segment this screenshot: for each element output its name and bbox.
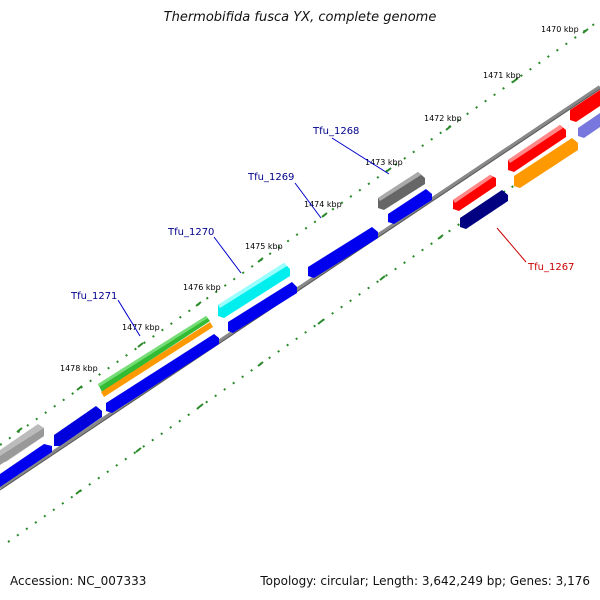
major-tick (445, 125, 452, 131)
major-tick (512, 77, 519, 83)
features-forward (0, 172, 432, 487)
gene-labels: Tfu_1267 Tfu_1268 Tfu_1269 Tfu_1270 Tfu_… (70, 126, 574, 302)
major-tick (195, 301, 202, 307)
tick-label: 1471 kbp (483, 71, 521, 80)
map-title: Thermobifida fusca YX, complete genome (163, 10, 437, 25)
major-tick (135, 447, 142, 453)
gene-label-tfu-1268[interactable]: Tfu_1268 (312, 126, 359, 137)
gene-feature-highlight (98, 316, 208, 387)
label-connector (294, 182, 322, 219)
gene-feature-highlight (378, 172, 421, 201)
tick-label: 1476 kbp (183, 283, 221, 292)
backbone (0, 85, 600, 491)
gene-label-tfu-1267[interactable]: Tfu_1267 (527, 262, 574, 273)
gene-feature[interactable] (453, 175, 496, 211)
accession-text: Accession: NC_007333 (10, 574, 147, 588)
genome-summary-text: Topology: circular; Length: 3,642,249 bp… (260, 574, 590, 588)
gene-feature[interactable] (106, 334, 219, 413)
gene-feature[interactable] (218, 263, 290, 318)
major-tick (137, 342, 144, 348)
gene-feature[interactable] (228, 282, 297, 333)
tick-label: 1477 kbp (122, 323, 160, 332)
tick-label: 1474 kbp (304, 200, 342, 209)
gene-label-tfu-1269[interactable]: Tfu_1269 (247, 172, 294, 183)
major-tick (379, 275, 386, 281)
features-reverse (453, 90, 600, 229)
gene-feature[interactable] (514, 138, 578, 188)
gene-feature[interactable] (578, 113, 600, 138)
gene-feature[interactable] (54, 406, 102, 446)
major-tick (76, 385, 83, 391)
gene-feature-highlight (453, 175, 493, 203)
major-tick (317, 319, 324, 325)
label-connector (117, 299, 141, 337)
major-tick (16, 427, 23, 433)
major-tick (75, 489, 82, 495)
gene-feature[interactable] (378, 172, 425, 210)
gene-feature[interactable] (570, 90, 600, 122)
gene-feature[interactable] (101, 322, 213, 397)
major-tick (257, 361, 264, 367)
gene-label-tfu-1271[interactable]: Tfu_1271 (70, 291, 117, 302)
major-tick (582, 28, 589, 34)
inner-tick-ring (7, 124, 600, 543)
label-connectors (117, 137, 527, 337)
tick-label: 1470 kbp (541, 25, 579, 34)
gene-feature[interactable] (460, 190, 508, 229)
label-connector (213, 236, 242, 274)
gene-feature[interactable] (0, 444, 52, 487)
gene-feature[interactable] (98, 316, 210, 392)
gene-feature-highlight (218, 263, 287, 308)
major-tick (437, 234, 444, 240)
major-tick (385, 167, 392, 173)
gene-feature-shade (0, 428, 44, 465)
gene-feature-highlight (508, 125, 563, 163)
major-tick (197, 403, 204, 409)
gene-label-tfu-1270[interactable]: Tfu_1270 (167, 227, 214, 238)
tick-label: 1473 kbp (365, 158, 403, 167)
gene-feature[interactable] (508, 125, 566, 172)
tick-label: 1478 kbp (60, 364, 98, 373)
label-connector (496, 227, 527, 263)
tick-label: 1472 kbp (424, 114, 462, 123)
label-connector (331, 137, 390, 175)
outer-tick-ring (0, 19, 600, 446)
tick-labels: 1470 kbp 1471 kbp 1472 kbp 1473 kbp 1474… (60, 25, 579, 373)
major-tick (257, 257, 264, 263)
gene-feature[interactable] (308, 227, 378, 278)
tick-label: 1475 kbp (245, 242, 283, 251)
major-tick (321, 212, 328, 218)
gene-feature[interactable] (388, 189, 432, 224)
major-ticks (16, 28, 589, 433)
